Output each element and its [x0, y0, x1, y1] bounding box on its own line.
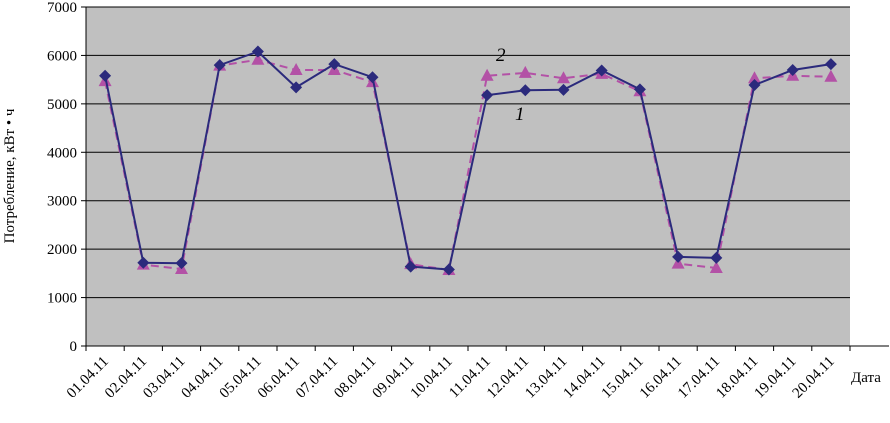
series-2-point [289, 62, 303, 75]
series-1-point [672, 250, 685, 263]
series-1-point [481, 89, 494, 102]
series-2-annotation: 2 [496, 45, 506, 66]
y-tick-label: 1000 [47, 291, 77, 307]
series-1-point [519, 84, 532, 97]
x-tick-label: 20.04.11 [790, 354, 838, 402]
x-tick-label: 07.04.11 [293, 354, 341, 402]
series-1-point [824, 58, 837, 71]
x-tick-label: 18.04.11 [713, 354, 761, 402]
y-tick-label: 0 [70, 339, 78, 355]
x-tick-label: 01.04.11 [64, 354, 112, 402]
series-1-point [786, 63, 799, 76]
x-tick-label: 08.04.11 [331, 354, 379, 402]
plot-area [86, 7, 850, 346]
y-tick-label: 7000 [47, 0, 77, 16]
x-tick-label: 04.04.11 [178, 354, 226, 402]
x-tick-label: 05.04.11 [217, 354, 265, 402]
x-tick-label: 15.04.11 [599, 354, 647, 402]
y-axis-label: Потребление, кВт • ч [2, 108, 18, 243]
x-tick-label: 17.04.11 [675, 354, 723, 402]
x-tick-label: 19.04.11 [751, 354, 799, 402]
series-2-point [251, 52, 265, 65]
series-1-point [251, 45, 264, 58]
x-tick-label: 12.04.11 [484, 354, 532, 402]
series-1-point [557, 83, 570, 96]
x-tick-label: 14.04.11 [560, 354, 608, 402]
series-1 [99, 45, 837, 276]
series-1-point [404, 260, 417, 273]
y-tick-label: 3000 [47, 194, 77, 210]
x-tick-label: 09.04.11 [369, 354, 417, 402]
y-tick-label: 4000 [47, 145, 77, 161]
series-1-point [595, 64, 608, 77]
series-1-annotation: 1 [515, 104, 525, 125]
series-1-point [442, 263, 455, 276]
y-tick-label: 2000 [47, 242, 77, 258]
series-1-point [175, 257, 188, 270]
series-2-point [709, 261, 723, 274]
y-tick-label: 6000 [47, 48, 77, 64]
x-tick-label: 10.04.11 [408, 354, 456, 402]
series-1-point [633, 83, 646, 96]
series-1-point [366, 71, 379, 84]
series-1-point [213, 59, 226, 72]
y-tick-label: 5000 [47, 97, 77, 113]
series-2-point [824, 69, 838, 82]
x-tick-label: 06.04.11 [255, 354, 303, 402]
series-2-point [557, 71, 570, 84]
series-2-point [518, 65, 532, 78]
series-1-point [748, 78, 761, 91]
x-tick-label: 13.04.11 [522, 354, 570, 402]
series-2-line [104, 58, 831, 272]
x-tick-label: 02.04.11 [102, 354, 150, 402]
series-1-line [104, 50, 832, 271]
x-tick-label: 03.04.11 [140, 354, 188, 402]
series-1-point [328, 58, 341, 71]
series-1-point [290, 81, 303, 94]
x-tick-label: 16.04.11 [637, 354, 685, 402]
series-1-point [137, 256, 150, 269]
series-1-point [99, 69, 112, 82]
series-2-point [748, 71, 761, 84]
series-2-point [480, 68, 494, 81]
series-1-point [710, 251, 723, 264]
x-axis-label: Дата [851, 370, 881, 386]
